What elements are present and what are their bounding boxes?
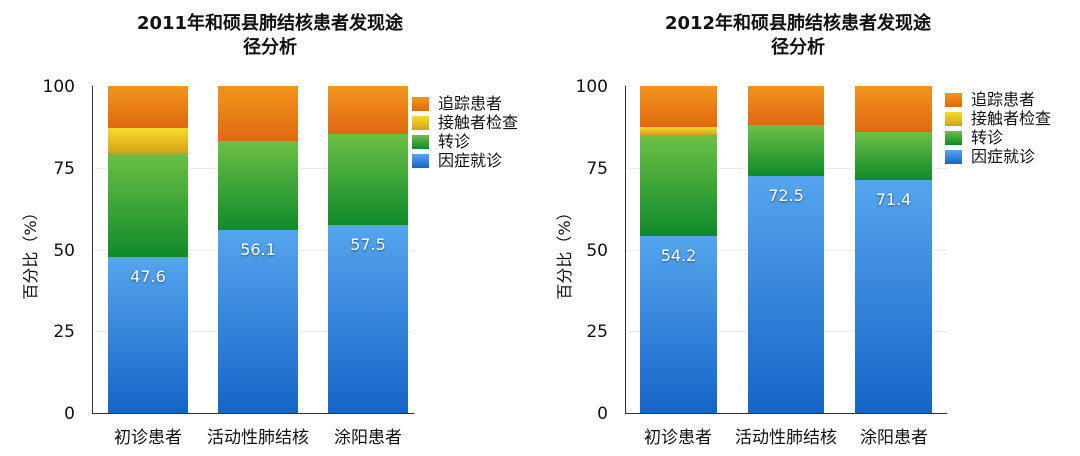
bar-chuzhen: 47.6: [108, 86, 188, 413]
segment-zhuanzhen: [328, 134, 408, 225]
segment-zhuizong: [640, 86, 717, 127]
legend-item: 追踪患者: [412, 94, 518, 113]
segment-zhuanzhen: [855, 131, 932, 180]
y-tick: 50: [53, 241, 75, 261]
legend-label: 接触者检查: [438, 112, 519, 132]
segment-zhuizong: [328, 86, 408, 135]
segment-yinzheng: 54.2: [640, 235, 717, 413]
legend-item: 接触者检查: [412, 113, 518, 132]
y-tick: 0: [597, 404, 608, 424]
segment-zhuanzhen: [640, 135, 717, 236]
segment-zhuizong: [108, 86, 188, 128]
bar-chuzhen: 54.2: [640, 86, 717, 413]
bar-huodong: 72.5: [748, 86, 824, 413]
segment-yinzheng: 56.1: [218, 229, 298, 413]
swatch-blue: [412, 153, 429, 168]
legend-label: 转诊: [971, 127, 1004, 147]
value-label: 71.4: [875, 189, 912, 209]
segment-zhuizong: [855, 86, 932, 132]
segment-zhuanzhen: [748, 124, 824, 176]
title-line-2: 径分析: [243, 37, 297, 58]
bar-tuyang: 71.4: [855, 86, 932, 413]
title-line-1: 2012年和硕县肺结核患者发现途: [664, 13, 932, 34]
legend-item: 因症就诊: [412, 151, 518, 170]
y-tick: 100: [575, 77, 608, 97]
legend-item: 追踪患者: [945, 90, 1051, 109]
legend-label: 因症就诊: [438, 150, 503, 170]
y-tick: 50: [586, 241, 608, 261]
value-label: 54.2: [660, 245, 697, 265]
y-tick: 75: [53, 159, 75, 179]
legend-item: 转诊: [412, 132, 518, 151]
y-tick: 75: [586, 159, 608, 179]
y-tick: 100: [42, 77, 75, 97]
segment-yinzheng: 72.5: [748, 175, 824, 413]
swatch-orange: [945, 92, 962, 107]
legend-item: 接触者检查: [945, 109, 1051, 128]
legend-label: 因症就诊: [971, 146, 1036, 166]
segment-yinzheng: 57.5: [328, 224, 408, 413]
swatch-green: [412, 134, 429, 149]
x-tick: 活动性肺结核: [207, 428, 309, 448]
chart-2012: 2012年和硕县肺结核患者发现途 径分析 百分比（%） 100 75 50 25…: [540, 0, 1080, 456]
bar-huodong: 56.1: [218, 86, 298, 413]
x-tick: 涂阳患者: [860, 428, 928, 448]
value-label: 47.6: [130, 267, 166, 287]
chart-title: 2012年和硕县肺结核患者发现途 径分析: [528, 12, 1068, 60]
y-axis: [625, 86, 626, 413]
legend: 追踪患者 接触者检查 转诊 因症就诊: [412, 94, 518, 170]
segment-yinzheng: 71.4: [855, 179, 932, 413]
y-tick: 25: [586, 322, 608, 342]
swatch-green: [945, 130, 962, 145]
x-tick: 初诊患者: [114, 428, 182, 448]
segment-zhuanzhen: [108, 152, 188, 258]
bar-tuyang: 57.5: [328, 86, 408, 413]
segment-yinzheng: 47.6: [108, 257, 188, 413]
x-tick: 活动性肺结核: [735, 428, 837, 448]
chart-title: 2011年和硕县肺结核患者发现途 径分析: [0, 12, 540, 60]
legend-item: 转诊: [945, 128, 1051, 147]
legend-item: 因症就诊: [945, 147, 1051, 166]
legend: 追踪患者 接触者检查 转诊 因症就诊: [945, 90, 1051, 166]
segment-zhuizong: [218, 86, 298, 141]
segment-jiechu: [640, 126, 717, 136]
legend-label: 追踪患者: [971, 89, 1036, 109]
legend-label: 追踪患者: [438, 93, 503, 113]
swatch-orange: [412, 96, 429, 111]
value-label: 57.5: [350, 234, 386, 254]
x-tick: 涂阳患者: [334, 428, 402, 448]
segment-zhuizong: [748, 86, 824, 125]
swatch-blue: [945, 149, 962, 164]
legend-label: 接触者检查: [971, 108, 1052, 128]
title-line-1: 2011年和硕县肺结核患者发现途: [136, 13, 404, 34]
y-axis: [92, 86, 93, 413]
legend-label: 转诊: [438, 131, 471, 151]
x-axis: [625, 413, 947, 414]
y-tick: 0: [64, 404, 75, 424]
y-tick: 25: [53, 322, 75, 342]
x-tick: 初诊患者: [644, 428, 712, 448]
swatch-yellow: [945, 111, 962, 126]
segment-zhuanzhen: [218, 140, 298, 230]
segment-jiechu: [108, 127, 188, 153]
chart-2011: 2011年和硕县肺结核患者发现途 径分析 百分比（%） 100 75 50 25…: [0, 12, 540, 448]
title-line-2: 径分析: [771, 37, 825, 58]
value-label: 56.1: [240, 239, 276, 259]
swatch-yellow: [412, 115, 429, 130]
x-axis: [92, 413, 414, 414]
value-label: 72.5: [768, 185, 804, 205]
